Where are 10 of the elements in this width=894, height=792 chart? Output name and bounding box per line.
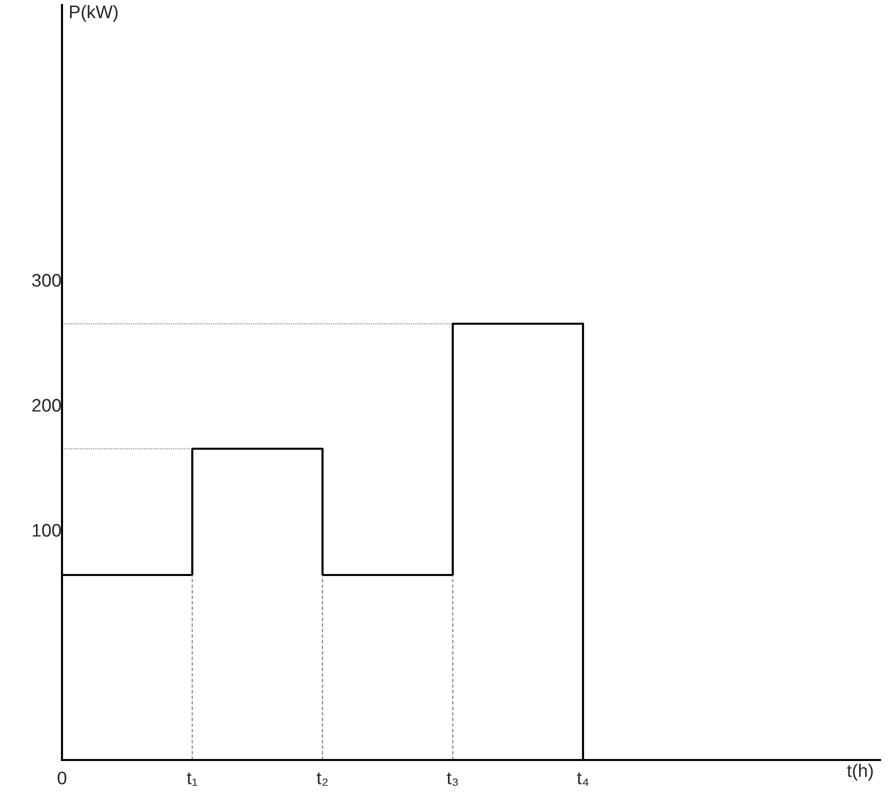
x-axis-title: t(h): [847, 764, 873, 781]
y-tick-label: 200: [32, 398, 61, 412]
x-tick-label: 0: [58, 772, 66, 784]
x-tick-label: t₄: [577, 772, 589, 786]
x-tick-label: t₃: [446, 772, 458, 786]
x-tick-label: t₁: [186, 772, 198, 786]
x-tick-label: t₂: [316, 772, 328, 786]
y-tick-label: 100: [32, 524, 61, 537]
y-axis-title: P(kW): [70, 5, 118, 22]
y-tick-label: 300: [32, 274, 61, 287]
